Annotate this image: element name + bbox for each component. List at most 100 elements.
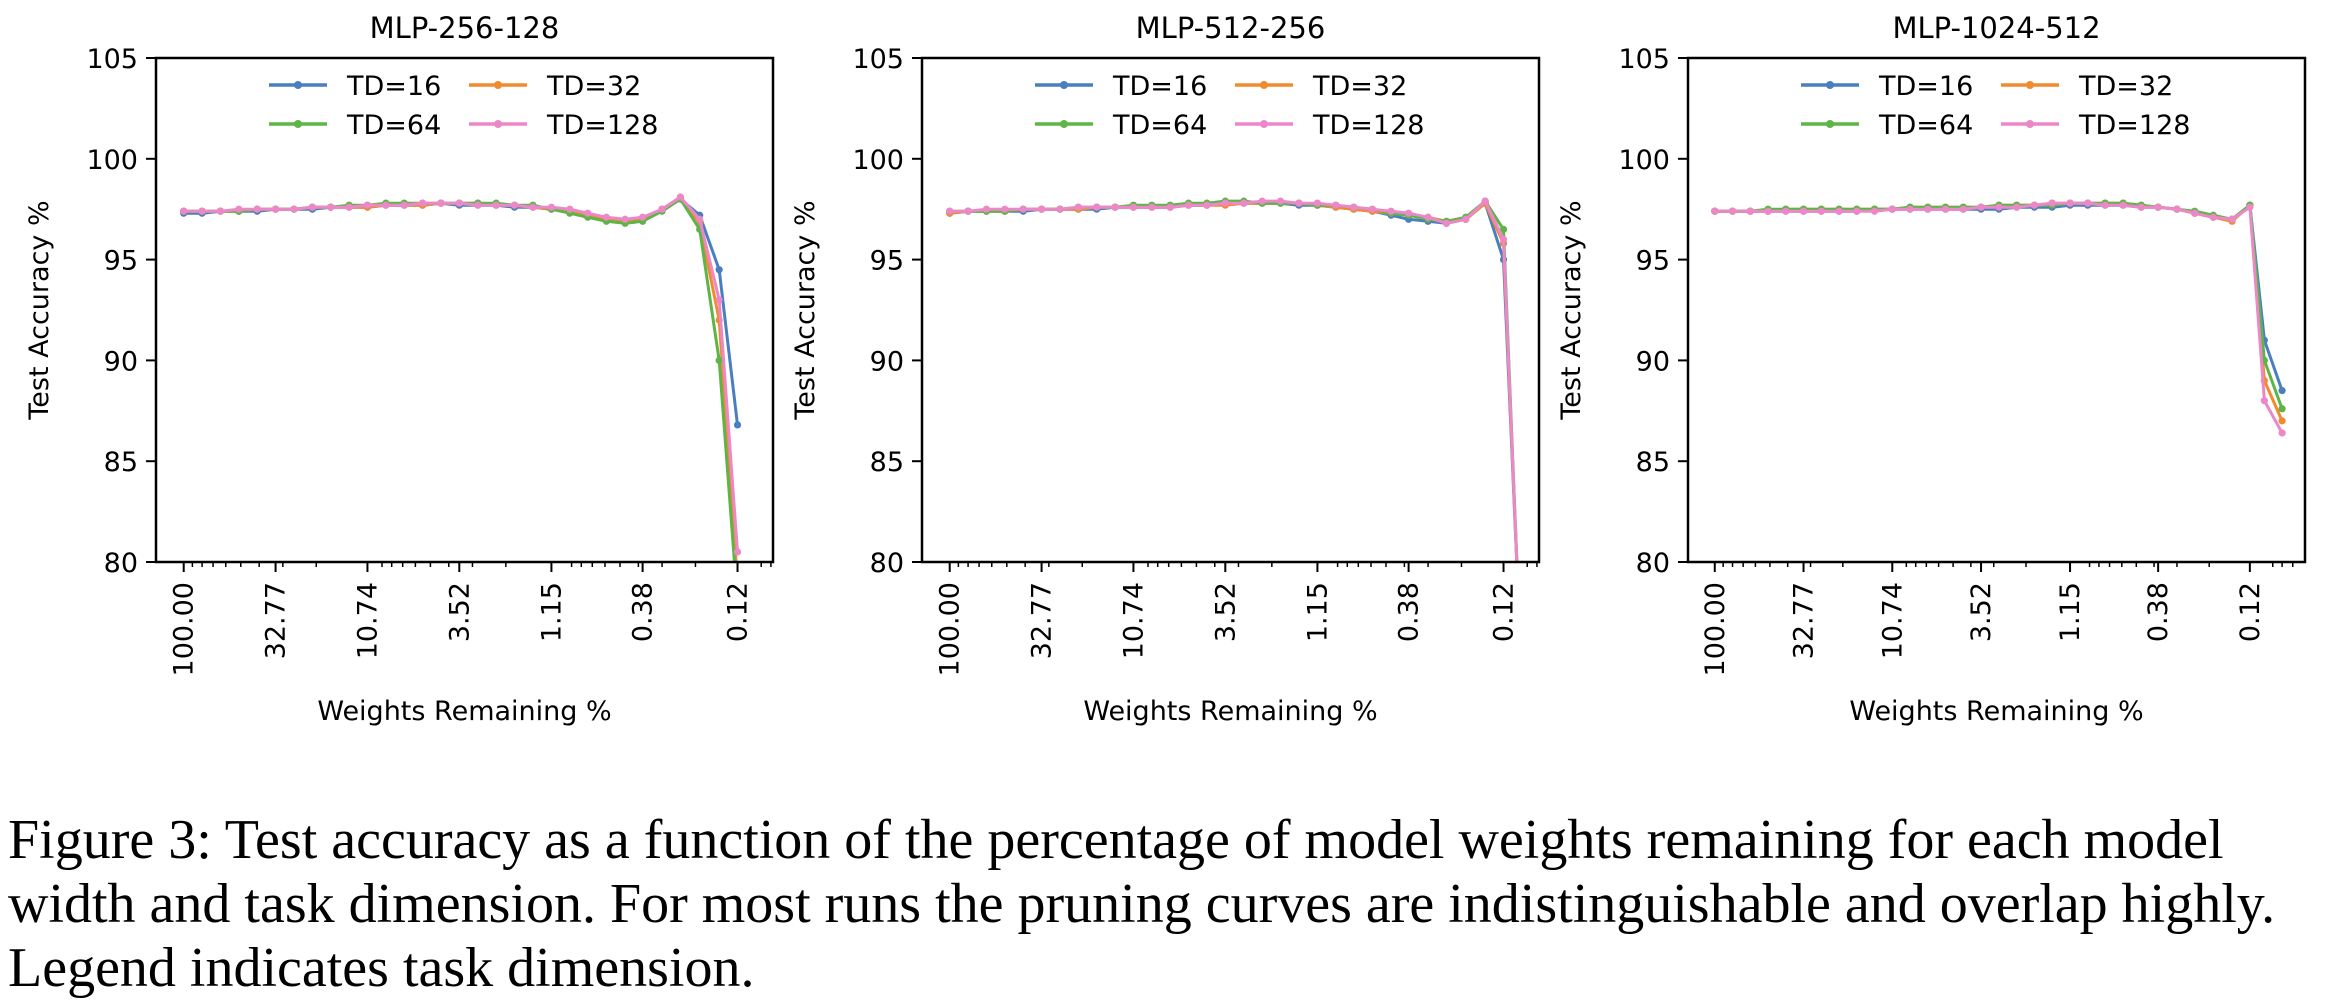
series-line-td-64 [949,199,1519,562]
plot-area [180,193,742,562]
data-point [2260,397,2268,405]
data-point [715,356,723,364]
y-tick-label: 90 [104,346,138,377]
data-point [180,207,188,215]
y-tick-label: 105 [1618,44,1670,75]
data-point [639,213,647,221]
data-point [715,266,723,274]
data-point [1240,199,1248,207]
y-tick-label: 85 [870,447,904,478]
x-tick-label: 100.00 [1700,582,1731,676]
data-point [715,296,723,304]
legend-marker [2026,120,2034,128]
data-point [1001,205,1009,213]
data-point [382,201,390,209]
x-tick-label: 10.74 [1118,582,1149,659]
x-tick-label: 32.77 [1027,582,1058,659]
legend-marker [1826,81,1834,89]
data-point [2084,199,2092,207]
x-tick-label: 32.77 [261,582,292,659]
data-point [1746,207,1754,215]
x-tick-label: 0.12 [1489,582,1520,642]
axes-frame [920,56,1541,564]
data-point [1711,207,1719,215]
data-point [510,201,519,209]
data-point [1203,201,1211,209]
plot-area [1711,199,2286,437]
y-tick-label: 100 [86,145,138,176]
data-point [290,205,298,213]
data-point [2278,405,2286,413]
data-point [2228,215,2236,223]
chart-panel-1: MLP-256-128 80 85 90 95 100 105 100.00 32.77 10.7… [24,11,775,727]
legend-label: TD=16 [1112,71,1207,102]
legend-marker [2026,81,2034,89]
x-tick-label: 1.15 [2055,582,2086,642]
x-tick-label: 100.00 [169,582,200,676]
data-point [1056,205,1064,213]
chart-title: MLP-1024-512 [1892,11,2100,45]
data-point [1221,199,1229,207]
data-point [2209,213,2217,221]
data-point [1350,203,1358,211]
data-point [1405,209,1413,217]
data-point [1977,203,1985,211]
x-axis-label: Weights Remaining % [1849,696,2143,727]
data-point [946,207,954,215]
data-point [1835,207,1843,215]
chart-title: MLP-256-128 [370,11,560,45]
x-tick-label: 32.77 [1789,582,1820,659]
data-point [566,205,574,213]
data-point [621,215,629,223]
data-point [547,203,556,211]
series-line-td-32 [183,195,738,562]
legend-marker [294,120,302,128]
data-point [363,201,372,209]
data-point [455,199,463,207]
series-line-td-128 [1714,201,2284,434]
data-point [1093,203,1101,211]
data-point [2191,209,2199,217]
legend-label: TD=16 [1878,71,1973,102]
legend-label: TD=32 [1312,71,1407,102]
data-point [964,207,972,215]
series-line-td-64 [183,197,736,562]
data-point [733,548,742,556]
y-tick-label: 85 [104,447,138,478]
legend-marker [294,81,302,89]
data-point [529,203,537,211]
y-tick-label: 100 [852,145,904,176]
x-tick-label: 0.12 [723,582,754,642]
legend-marker [1826,120,1834,128]
data-point [1959,205,1967,213]
data-point [216,207,225,215]
data-point [602,213,610,221]
x-tick-label: 10.74 [1877,582,1908,659]
legend-marker [1260,120,1268,128]
data-point [1148,203,1156,211]
x-tick-label: 3.52 [1966,582,1997,642]
legend-label: TD=128 [1312,110,1424,141]
data-point [1853,207,1861,215]
data-point [235,205,243,213]
data-point [253,205,261,213]
data-point [2137,203,2145,211]
series-line-td-16 [1714,203,2284,392]
data-point [1111,203,1119,211]
data-point [2278,429,2286,437]
x-axis-label: Weights Remaining % [317,696,611,727]
data-point [1782,207,1790,215]
data-point [1184,201,1193,209]
data-point [1817,207,1825,215]
series-line-td-16 [949,201,1519,562]
y-tick-label: 80 [1636,548,1670,579]
data-point [1799,207,1808,215]
data-point [1295,199,1303,207]
data-point [1037,205,1046,213]
axes-frame [154,56,775,564]
data-point [1313,199,1322,207]
legend: TD=16 TD=32 TD=64 TD=128 [269,71,658,141]
data-point [1924,205,1932,213]
legend: TD=16 TD=32 TD=64 TD=128 [1801,71,2190,141]
data-point [1499,225,1508,233]
